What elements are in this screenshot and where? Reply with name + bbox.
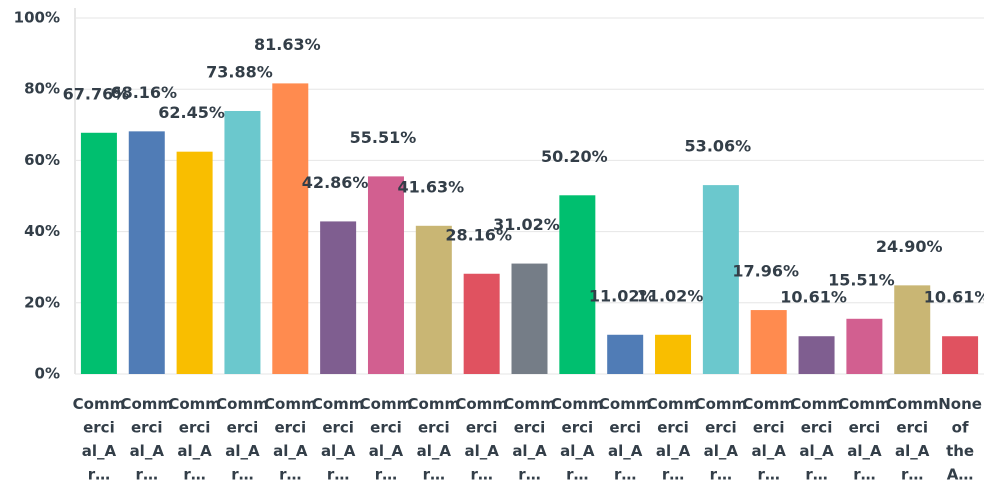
data-label: 67.76% (63, 84, 130, 103)
x-tick-label: Comm erci al_A r… (408, 395, 461, 484)
data-label: 62.45% (158, 103, 225, 122)
x-tick-label: Comm erci al_A r… (455, 395, 508, 484)
bar (415, 225, 452, 374)
bar (80, 132, 117, 374)
bar (367, 176, 404, 374)
x-tick-label: Comm erci al_A r… (838, 395, 891, 484)
data-label: 11.02% (589, 286, 656, 305)
x-tick-label: Comm erci al_A r… (73, 395, 126, 484)
data-label: 50.20% (541, 147, 608, 166)
bar (224, 110, 261, 375)
data-label: 42.86% (302, 173, 369, 192)
bar (846, 318, 883, 374)
data-label: 73.88% (206, 62, 273, 81)
data-label: 31.02% (493, 215, 560, 234)
x-tick-label: Comm erci al_A r… (647, 395, 700, 484)
data-label: 41.63% (397, 177, 464, 196)
bar (272, 83, 309, 374)
y-tick-label: 100% (14, 9, 60, 27)
bar (894, 285, 931, 374)
x-tick-label: None of the A… (938, 395, 982, 484)
data-label: 11.02% (637, 286, 704, 305)
y-tick-label: 0% (35, 365, 60, 383)
x-tick-label: Comm erci al_A r… (886, 395, 939, 484)
x-tick-label: Comm erci al_A r… (264, 395, 317, 484)
x-tick-label: Comm erci al_A r… (168, 395, 221, 484)
data-label: 17.96% (732, 262, 799, 281)
bar (128, 131, 165, 374)
bar (750, 310, 787, 374)
bar (942, 336, 979, 374)
x-tick-label: Comm erci al_A r… (742, 395, 795, 484)
x-tick-label: Comm erci al_A r… (216, 395, 269, 484)
x-tick-label: Comm erci al_A r… (551, 395, 604, 484)
data-label: 53.06% (685, 137, 752, 156)
data-label: 81.63% (254, 35, 321, 54)
data-label: 28.16% (445, 225, 512, 244)
bar (320, 221, 357, 374)
y-tick-label: 20% (24, 293, 60, 311)
y-tick-label: 60% (24, 151, 60, 169)
bar (176, 151, 213, 374)
x-tick-label: Comm erci al_A r… (120, 395, 173, 484)
data-label: 10.61% (924, 288, 984, 307)
bar (655, 334, 692, 374)
y-tick-label: 80% (24, 80, 60, 98)
x-tick-label: Comm erci al_A r… (695, 395, 748, 484)
bar (798, 336, 835, 374)
x-tick-label: Comm erci al_A r… (312, 395, 365, 484)
data-label: 68.16% (110, 83, 177, 102)
bar (511, 263, 548, 374)
data-label: 55.51% (350, 128, 417, 147)
x-tick-label: Comm erci al_A r… (360, 395, 413, 484)
bar (607, 334, 644, 374)
y-tick-label: 40% (24, 222, 60, 240)
bar (559, 195, 596, 374)
data-label: 10.61% (780, 288, 847, 307)
bar (702, 185, 739, 374)
x-tick-label: Comm erci al_A r… (790, 395, 843, 484)
bar (463, 273, 500, 374)
x-tick-label: Comm erci al_A r… (599, 395, 652, 484)
x-tick-label: Comm erci al_A r… (503, 395, 556, 484)
data-label: 15.51% (828, 270, 895, 289)
data-label: 24.90% (876, 237, 943, 256)
